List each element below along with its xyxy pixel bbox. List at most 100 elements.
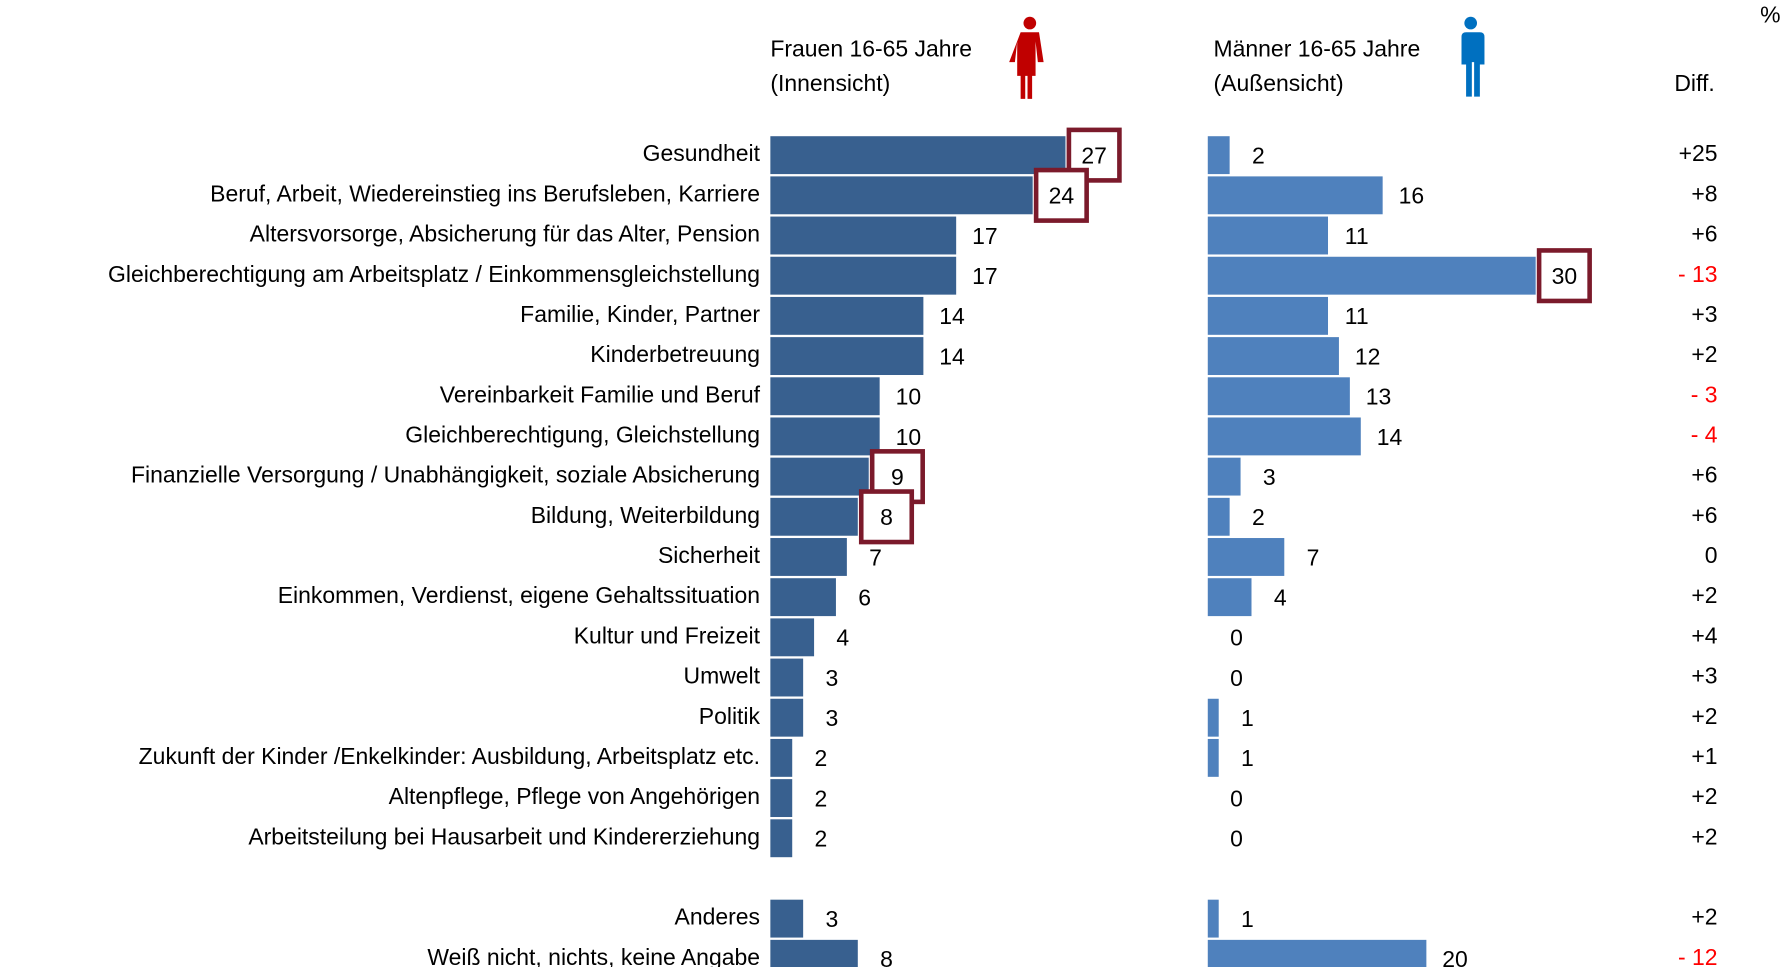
value-label: 4: [836, 625, 849, 651]
bar: [1207, 738, 1219, 777]
female-icon: [1009, 16, 1044, 99]
bar: [1207, 899, 1219, 938]
category-label: Beruf, Arbeit, Wiedereinstieg ins Berufs…: [210, 180, 760, 206]
diff-title: Diff.: [1674, 70, 1714, 96]
bar: [1207, 538, 1285, 576]
value-label: 27: [1081, 143, 1107, 169]
value-label: 2: [815, 745, 828, 771]
value-label: 1: [1241, 705, 1254, 731]
diff-label: +8: [1691, 180, 1717, 206]
diff-label: +4: [1691, 622, 1717, 648]
value-label: 13: [1366, 384, 1392, 410]
category-label: Altenpflege, Pflege von Angehörigen: [389, 783, 760, 809]
value-label: 6: [858, 585, 871, 611]
bar: [1207, 136, 1230, 175]
value-label: 2: [1252, 504, 1265, 530]
diff-label: - 13: [1678, 261, 1718, 287]
diff-label: +6: [1691, 462, 1717, 488]
diff-label: - 4: [1691, 421, 1718, 447]
value-label: 14: [939, 303, 965, 329]
bar: [770, 939, 858, 967]
category-label: Politik: [699, 703, 761, 729]
value-label: 20: [1442, 946, 1468, 967]
bar: [1207, 256, 1536, 295]
series-title: Frauen 16-65 Jahre: [770, 36, 972, 62]
value-label: 16: [1399, 183, 1425, 209]
value-label: 17: [972, 223, 998, 249]
value-label: 3: [825, 665, 838, 691]
bar: [770, 417, 880, 456]
bar: [1207, 457, 1241, 496]
diff-label: +6: [1691, 221, 1717, 247]
bar: [770, 819, 793, 858]
bar: [770, 256, 957, 295]
male-icon: [1461, 16, 1485, 97]
value-label: 3: [825, 705, 838, 731]
bar: [770, 457, 869, 496]
bar: [770, 658, 804, 697]
value-label: 11: [1345, 223, 1369, 249]
bar: [1207, 337, 1339, 376]
value-label: 3: [825, 906, 838, 932]
value-label: 0: [1230, 826, 1243, 852]
category-label: Familie, Kinder, Partner: [520, 301, 760, 327]
category-label: Gleichberechtigung am Arbeitsplatz / Ein…: [108, 261, 760, 287]
bar: [770, 296, 924, 335]
category-label: Finanzielle Versorgung / Unabhängigkeit,…: [131, 462, 760, 488]
series-subtitle: (Außensicht): [1214, 70, 1344, 96]
value-label: 8: [880, 504, 893, 530]
value-label: 0: [1230, 665, 1243, 691]
highlight-box: [1536, 248, 1592, 304]
bar: [770, 136, 1066, 175]
diff-label: +6: [1691, 502, 1717, 528]
category-label: Sicherheit: [658, 542, 761, 568]
value-label: 7: [869, 544, 882, 570]
category-label: Anderes: [675, 904, 761, 930]
bar: [770, 377, 880, 416]
series-title: Männer 16-65 Jahre: [1214, 36, 1421, 62]
value-label: 14: [939, 343, 965, 369]
value-label: 24: [1049, 183, 1075, 209]
bar: [770, 899, 804, 938]
value-label: 2: [1252, 143, 1265, 169]
bar: [1207, 698, 1219, 737]
category-label: Gleichberechtigung, Gleichstellung: [405, 421, 760, 447]
value-label: 2: [815, 826, 828, 852]
bar: [770, 618, 815, 657]
value-label: 30: [1552, 263, 1578, 289]
bar: [770, 176, 1033, 215]
bar: [1207, 377, 1350, 416]
series-subtitle: (Innensicht): [770, 70, 890, 96]
bar: [770, 538, 847, 576]
category-label: Bildung, Weiterbildung: [531, 502, 760, 528]
value-label: 17: [972, 263, 998, 289]
value-label: 4: [1274, 585, 1287, 611]
value-label: 10: [896, 384, 922, 410]
highlight-box: [1033, 167, 1089, 223]
bar: [770, 738, 793, 777]
diff-label: +2: [1691, 823, 1717, 849]
value-label: 0: [1230, 625, 1243, 651]
value-label: 8: [880, 946, 893, 967]
category-label: Umwelt: [684, 663, 761, 689]
value-label: 2: [815, 785, 828, 811]
value-label: 1: [1241, 745, 1254, 771]
value-label: 1: [1241, 906, 1254, 932]
bar: [1207, 296, 1329, 335]
bar: [770, 578, 836, 617]
diff-label: +2: [1691, 341, 1717, 367]
value-label: 12: [1355, 343, 1381, 369]
category-label: Gesundheit: [643, 140, 761, 166]
diff-label: +1: [1691, 743, 1717, 769]
bar: [770, 698, 804, 737]
bar: [1207, 497, 1230, 536]
diff-label: +2: [1691, 582, 1717, 608]
diff-label: 0: [1705, 542, 1718, 568]
category-label: Kultur und Freizeit: [574, 622, 761, 648]
bar: [1207, 578, 1252, 617]
diff-label: +25: [1679, 140, 1718, 166]
diff-label: +3: [1691, 663, 1717, 689]
value-label: 11: [1345, 303, 1369, 329]
category-label: Arbeitsteilung bei Hausarbeit und Kinder…: [248, 823, 760, 849]
